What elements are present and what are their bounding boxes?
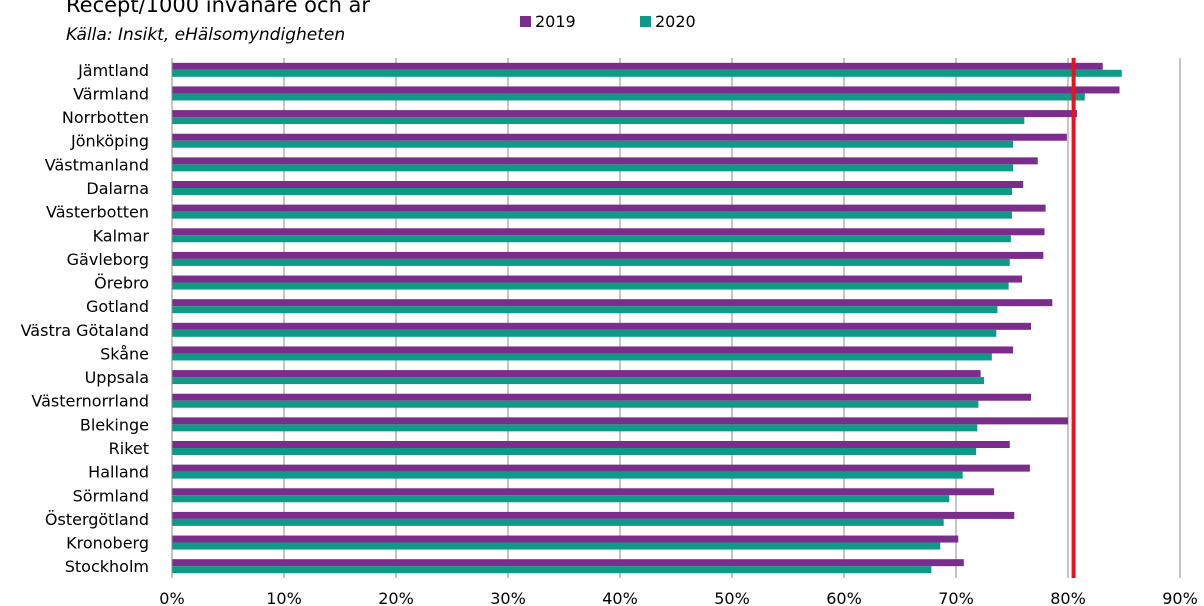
bar-2020: [172, 164, 1014, 172]
bar-2019: [172, 62, 1103, 70]
y-tick-label: Blekinge: [80, 415, 149, 434]
y-tick-label: Värmland: [73, 84, 149, 103]
bar-2020: [172, 211, 1012, 219]
y-tick-label: Gävleborg: [67, 250, 149, 269]
y-tick-label: Riket: [109, 439, 149, 458]
y-tick-label: Jönköping: [70, 132, 149, 151]
bar-2020: [172, 353, 992, 361]
bar-2020: [172, 424, 978, 432]
x-tick-label: 0%: [159, 589, 184, 606]
bar-2019: [172, 488, 995, 496]
bar-2019: [172, 559, 964, 567]
y-tick-label: Västernorrland: [31, 392, 149, 411]
bar-2019: [172, 86, 1120, 94]
y-tick-label: Jämtland: [77, 61, 149, 80]
x-tick-label: 10%: [266, 589, 302, 606]
legend-swatch-2020: [640, 16, 651, 27]
bar-2020: [172, 518, 944, 526]
x-tick-label: 50%: [714, 589, 750, 606]
y-tick-label: Skåne: [100, 344, 149, 363]
bar-2019: [172, 110, 1077, 118]
legend-label-2020: 2020: [655, 12, 696, 31]
x-axis-labels: 0% 10% 20% 30% 40% 50% 60% 70% 80% 90%: [159, 589, 1197, 606]
legend: 2019 2020: [520, 12, 696, 31]
legend-label-2019: 2019: [535, 12, 576, 31]
bar-2020: [172, 448, 977, 455]
bar-2019: [172, 346, 1014, 354]
y-tick-label: Uppsala: [85, 368, 149, 387]
legend-swatch-2019: [520, 16, 531, 27]
bar-2020: [172, 329, 997, 337]
bar-2020: [172, 188, 1012, 195]
bar-2019: [172, 511, 1015, 519]
bar-2020: [172, 69, 1122, 77]
bar-2020: [172, 117, 1025, 125]
bar-2019: [172, 370, 981, 378]
x-tick-label: 40%: [602, 589, 638, 606]
bar-2019: [172, 322, 1032, 330]
bar-2019: [172, 393, 1032, 401]
bar-2020: [172, 377, 984, 385]
bar-2019: [172, 157, 1038, 165]
bar-2019: [172, 181, 1024, 188]
x-tick-label: 70%: [938, 589, 974, 606]
y-tick-label: Gotland: [86, 297, 149, 316]
y-tick-label: Örebro: [94, 274, 149, 293]
bar-2019: [172, 535, 959, 543]
x-tick-label: 30%: [490, 589, 526, 606]
bar-2020: [172, 93, 1085, 101]
y-tick-label: Västmanland: [45, 155, 149, 174]
x-tick-label: 90%: [1162, 589, 1198, 606]
bar-2020: [172, 235, 1011, 243]
bar-2019: [172, 228, 1045, 236]
bar-2020: [172, 306, 998, 314]
bar-2020: [172, 542, 941, 550]
y-tick-label: Kronoberg: [66, 534, 149, 553]
y-tick-label: Östergötland: [45, 510, 149, 529]
bar-2019: [172, 275, 1023, 283]
y-tick-label: Västerbotten: [46, 203, 149, 222]
bar-2020: [172, 400, 979, 408]
bar-2020: [172, 495, 950, 503]
bar-2019: [172, 133, 1067, 141]
x-tick-label: 60%: [826, 589, 862, 606]
bar-2020: [172, 566, 932, 574]
bar-2020: [172, 282, 1009, 290]
y-tick-label: Dalarna: [86, 179, 149, 198]
bar-2019: [172, 204, 1046, 212]
y-tick-label: Stockholm: [65, 557, 149, 576]
chart-subtitle: Källa: Insikt, eHälsomyndigheten: [66, 25, 345, 45]
bar-2020: [172, 471, 963, 479]
chart-title: Recept/1000 invånare och år: [66, 0, 370, 17]
bar-2019: [172, 251, 1044, 259]
bars: [172, 62, 1122, 574]
y-tick-label: Västra Götaland: [21, 321, 149, 340]
bar-2019: [172, 299, 1053, 307]
y-tick-label: Norrbotten: [62, 108, 149, 127]
y-axis-labels: Jämtland Värmland Norrbotten Jönköping Västm…: [21, 61, 150, 576]
bar-2019: [172, 464, 1030, 472]
bar-2020: [172, 258, 1010, 266]
x-tick-label: 80%: [1050, 589, 1086, 606]
y-tick-label: Sörmland: [73, 486, 149, 505]
bar-2019: [172, 417, 1068, 425]
y-tick-label: Kalmar: [93, 226, 150, 245]
y-tick-label: Halland: [88, 463, 149, 482]
x-tick-label: 20%: [378, 589, 414, 606]
bar-2020: [172, 140, 1014, 148]
bar-2019: [172, 441, 1010, 448]
